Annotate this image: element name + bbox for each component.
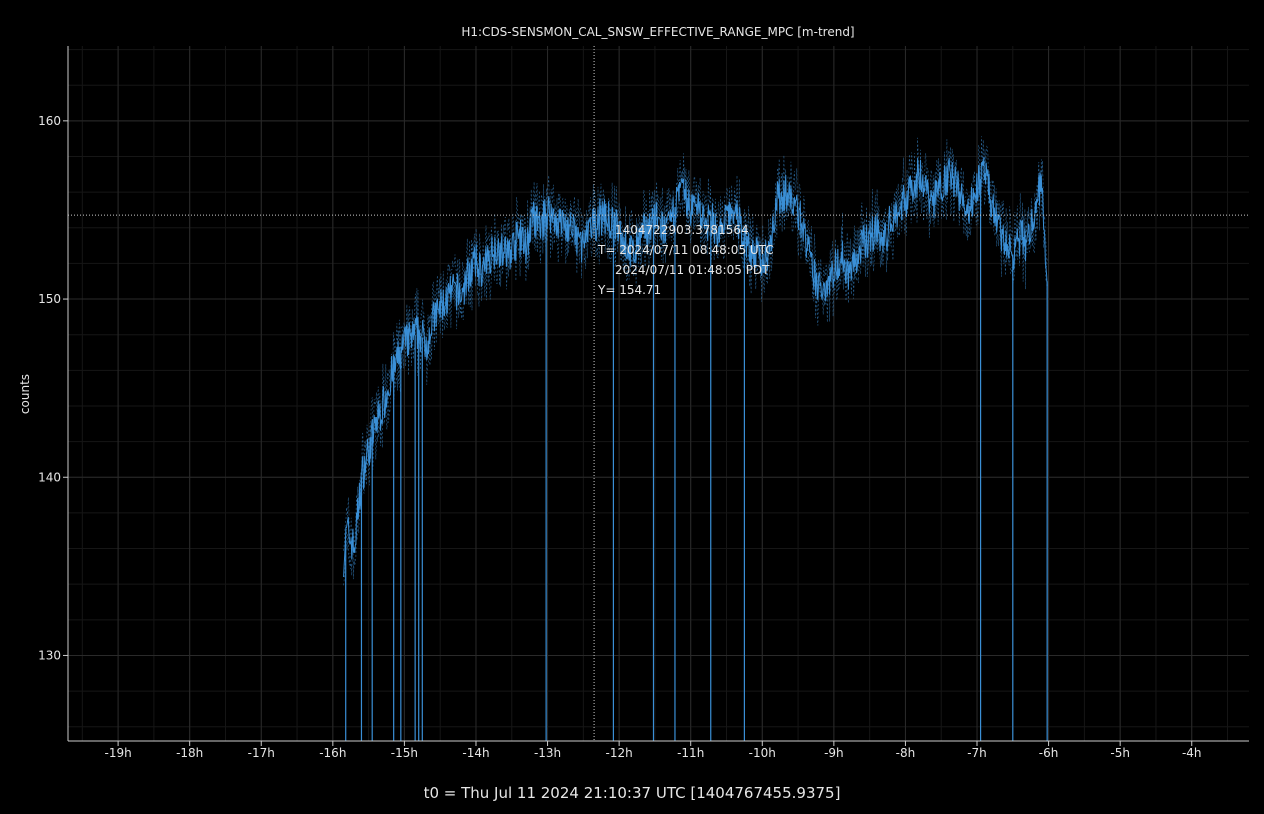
- readout-utc: T= 2024/07/11 08:48:05 UTC: [597, 243, 774, 257]
- chart-title: H1:CDS-SENSMON_CAL_SNSW_EFFECTIVE_RANGE_…: [461, 25, 854, 39]
- x-tick-label: -11h: [677, 746, 704, 760]
- x-tick-label: -16h: [319, 746, 346, 760]
- x-tick-label: -15h: [391, 746, 418, 760]
- grid: [68, 46, 1249, 741]
- y-tick-label: 160: [38, 114, 61, 128]
- y-tick-label: 150: [38, 292, 61, 306]
- x-tick-label: -18h: [176, 746, 203, 760]
- x-tick-label: -9h: [824, 746, 844, 760]
- x-tick-label: -10h: [749, 746, 776, 760]
- x-tick-label: -14h: [462, 746, 489, 760]
- y-axis-ticks: 130 140 150 160: [38, 114, 68, 662]
- x-tick-label: -19h: [104, 746, 131, 760]
- series-mean-line: [343, 157, 1048, 578]
- crosshair-cursor: [68, 46, 1249, 741]
- series-min-envelope: [343, 162, 1048, 586]
- y-axis-label: counts: [18, 374, 32, 414]
- cursor-readout: 1404722903.3781564 T= 2024/07/11 08:48:0…: [597, 223, 774, 297]
- x-tick-label: -8h: [896, 746, 916, 760]
- readout-gps: 1404722903.3781564: [615, 223, 749, 237]
- x-tick-label: -7h: [967, 746, 987, 760]
- x-tick-label: -5h: [1110, 746, 1130, 760]
- x-tick-label: -6h: [1039, 746, 1059, 760]
- series-line: [343, 136, 1048, 741]
- series-max-envelope: [343, 136, 1048, 552]
- y-tick-label: 130: [38, 648, 61, 662]
- x-tick-label: -12h: [606, 746, 633, 760]
- x-tick-label: -17h: [248, 746, 275, 760]
- readout-pdt: 2024/07/11 01:48:05 PDT: [615, 263, 770, 277]
- x-axis-ticks: -19h -18h -17h -16h -15h -14h -13h -12h -11h -10h…: [104, 741, 1202, 760]
- y-tick-label: 140: [38, 470, 61, 484]
- x-tick-label: -4h: [1182, 746, 1202, 760]
- axes: [67, 46, 1249, 742]
- readout-y: Y= 154.71: [597, 283, 661, 297]
- x-tick-label: -13h: [534, 746, 561, 760]
- x-axis-label: t0 = Thu Jul 11 2024 21:10:37 UTC [14047…: [424, 784, 841, 802]
